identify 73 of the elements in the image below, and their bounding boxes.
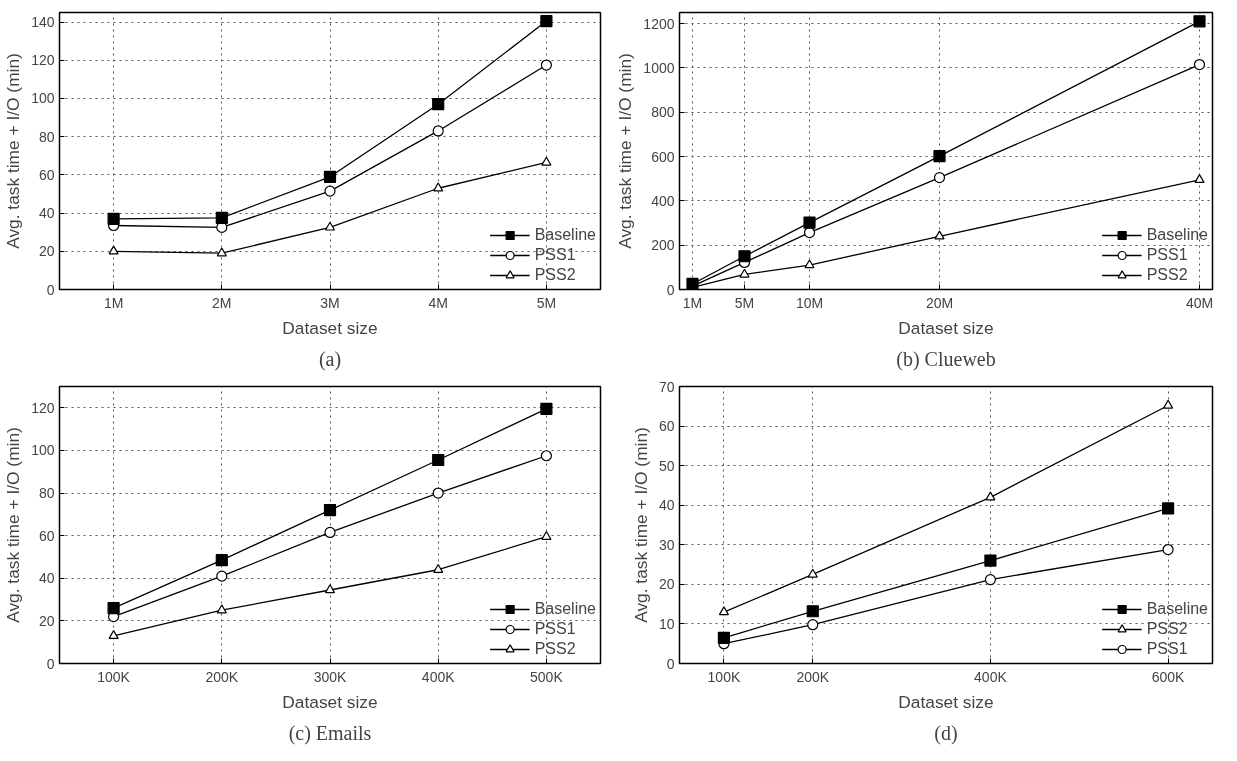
text: (c) Emails bbox=[288, 721, 372, 745]
legend-label: PSS2 bbox=[1146, 266, 1188, 284]
y-tick-label: 100 bbox=[31, 90, 55, 107]
legend-label: PSS1 bbox=[1146, 640, 1188, 658]
y-tick-label: 140 bbox=[31, 14, 55, 31]
y-tick-label: 80 bbox=[38, 128, 55, 145]
legend-label: PSS2 bbox=[1146, 620, 1188, 638]
x-tick-label: 10M bbox=[795, 294, 824, 311]
y-tick-label: 0 bbox=[46, 281, 55, 298]
x-tick-label: 3M bbox=[320, 294, 340, 311]
y-tick-label: 0 bbox=[666, 655, 675, 672]
y-tick-label: 40 bbox=[38, 570, 55, 587]
x-tick-label: 300K bbox=[313, 668, 348, 685]
y-tick-label: 1000 bbox=[643, 59, 675, 76]
x-tick-label: 1M bbox=[682, 294, 703, 311]
x-tick-label: 20M bbox=[925, 294, 954, 311]
y-tick-label: 20 bbox=[38, 612, 55, 629]
y-tick-label: 60 bbox=[658, 418, 675, 435]
y-tick-label: 400 bbox=[651, 192, 675, 209]
x-axis-title: Dataset size bbox=[898, 317, 994, 338]
legend-label: PSS2 bbox=[534, 266, 576, 284]
x-tick-label: 500K bbox=[530, 668, 564, 685]
x-tick-label: 200K bbox=[205, 668, 239, 685]
y-tick-label: 80 bbox=[38, 485, 55, 502]
legend-label: PSS1 bbox=[1146, 246, 1188, 264]
x-axis-title: Dataset size bbox=[282, 317, 378, 338]
y-tick-label: 30 bbox=[658, 536, 675, 553]
y-tick-label: 10 bbox=[658, 615, 675, 632]
x-tick-label: 40M bbox=[1185, 294, 1214, 311]
x-tick-label: 100K bbox=[707, 668, 741, 685]
y-axis-title: Avg. task time + I/O (min) bbox=[3, 53, 24, 249]
y-tick-label: 1200 bbox=[643, 15, 675, 32]
x-tick-label: 2M bbox=[212, 294, 232, 311]
y-tick-label: 20 bbox=[658, 576, 675, 593]
y-tick-label: 70 bbox=[658, 378, 675, 395]
y-tick-label: 600 bbox=[651, 148, 675, 165]
y-tick-label: 200 bbox=[651, 237, 675, 254]
y-axis-title: Avg. task time + I/O (min) bbox=[630, 427, 651, 623]
y-tick-label: 50 bbox=[658, 457, 675, 474]
legend-label: PSS1 bbox=[534, 620, 576, 638]
y-tick-label: 40 bbox=[658, 497, 675, 514]
legend-label: Baseline bbox=[1146, 600, 1208, 618]
legend-label: Baseline bbox=[534, 600, 596, 618]
x-tick-label: 200K bbox=[796, 668, 830, 685]
legend-label: Baseline bbox=[1146, 226, 1208, 244]
y-tick-label: 0 bbox=[46, 655, 55, 672]
y-tick-label: 0 bbox=[666, 281, 675, 298]
y-tick-label: 120 bbox=[31, 399, 55, 416]
y-axis-title: Avg. task time + I/O (min) bbox=[3, 427, 24, 623]
y-tick-label: 40 bbox=[38, 205, 55, 222]
x-axis-title: Dataset size bbox=[898, 691, 994, 712]
legend-label: PSS1 bbox=[534, 246, 576, 264]
text: (b) Clueweb bbox=[896, 347, 996, 371]
x-tick-label: 400K bbox=[974, 668, 1008, 685]
text: (d) bbox=[934, 721, 958, 745]
y-tick-label: 60 bbox=[38, 166, 55, 183]
y-tick-label: 60 bbox=[38, 527, 55, 544]
x-tick-label: 5M bbox=[536, 294, 557, 311]
legend-label: Baseline bbox=[534, 226, 596, 244]
y-tick-label: 20 bbox=[38, 243, 55, 260]
x-tick-label: 400K bbox=[421, 668, 456, 685]
y-tick-label: 800 bbox=[651, 104, 675, 121]
x-tick-label: 5M bbox=[734, 294, 755, 311]
x-tick-label: 600K bbox=[1151, 668, 1186, 685]
text: (a) bbox=[318, 347, 342, 371]
legend-label: PSS2 bbox=[534, 640, 576, 658]
y-tick-label: 120 bbox=[31, 52, 55, 69]
y-axis-title: Avg. task time + I/O (min) bbox=[615, 53, 636, 249]
x-tick-label: 4M bbox=[428, 294, 448, 311]
x-tick-label: 100K bbox=[97, 668, 131, 685]
y-tick-label: 100 bbox=[31, 442, 55, 459]
x-tick-label: 1M bbox=[103, 294, 124, 311]
x-axis-title: Dataset size bbox=[282, 691, 378, 712]
